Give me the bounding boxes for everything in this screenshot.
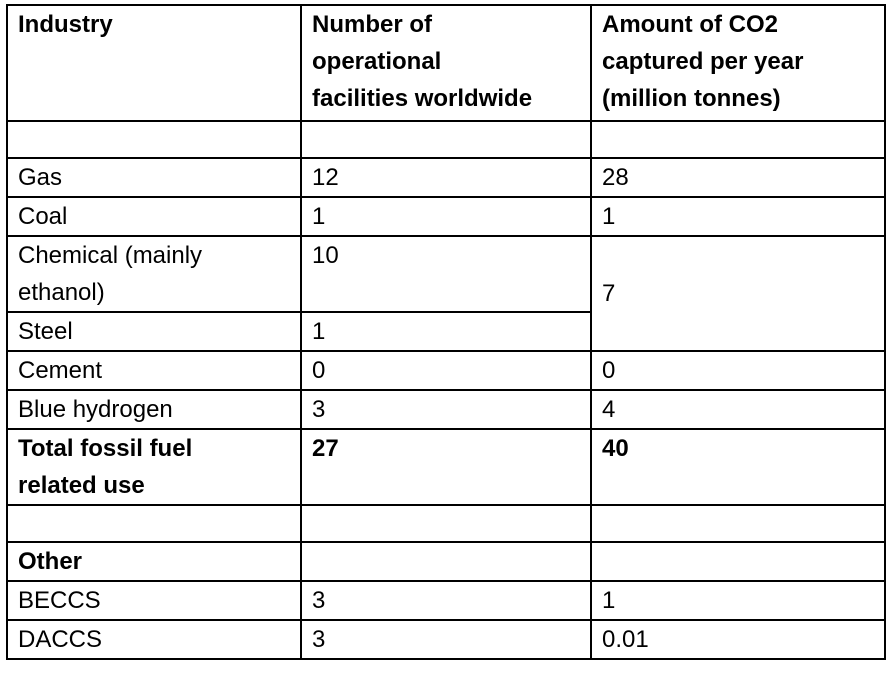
co2-cell: 1: [590, 580, 886, 621]
facilities-cell: 3: [300, 619, 592, 660]
facilities-cell: 12: [300, 157, 592, 198]
industry-line: ethanol): [18, 279, 105, 306]
empty-cell: [300, 504, 592, 543]
table-row-total: Total fossil fuel related use 27 40: [6, 428, 886, 506]
empty-cell: [6, 120, 302, 159]
total-co2-cell: 40: [590, 428, 886, 506]
table-header-row: Industry Number of operational facilitie…: [6, 4, 886, 122]
industry-cell: BECCS: [6, 580, 302, 621]
co2-cell: 1: [590, 196, 886, 237]
industry-cell: DACCS: [6, 619, 302, 660]
header-co2: Amount of CO2 captured per year (million…: [590, 4, 886, 122]
facilities-cell: 10: [300, 235, 592, 313]
header-facilities: Number of operational facilities worldwi…: [300, 4, 592, 122]
table-row-blue-hydrogen: Blue hydrogen 3 4: [6, 389, 886, 430]
header-facilities-line: operational: [312, 48, 442, 75]
table-row-other-heading: Other: [6, 541, 886, 582]
table-row-gas: Gas 12 28: [6, 157, 886, 198]
header-co2-line: captured per year: [602, 48, 804, 75]
table-row-empty: [6, 120, 886, 159]
co2-cell: 28: [590, 157, 886, 198]
total-label-line: Total fossil fuel: [18, 435, 193, 462]
facilities-cell: 0: [300, 350, 592, 391]
empty-cell: [590, 120, 886, 159]
industry-cell: Steel: [6, 311, 302, 352]
table-row-empty: [6, 504, 886, 543]
industry-cell: Gas: [6, 157, 302, 198]
industry-cell: Cement: [6, 350, 302, 391]
empty-cell: [300, 120, 592, 159]
table-row-cement: Cement 0 0: [6, 350, 886, 391]
industry-cell: Chemical (mainly ethanol): [6, 235, 302, 313]
industry-cell: Coal: [6, 196, 302, 237]
total-label-line: related use: [18, 472, 145, 499]
industry-line: Chemical (mainly: [18, 242, 203, 269]
facilities-cell: 1: [300, 196, 592, 237]
co2-capture-table: Industry Number of operational facilitie…: [6, 4, 886, 660]
co2-cell: 0: [590, 350, 886, 391]
header-facilities-line: facilities worldwide: [312, 85, 533, 112]
co2-cell: 0.01: [590, 619, 886, 660]
total-label-cell: Total fossil fuel related use: [6, 428, 302, 506]
table-row-chemical: Chemical (mainly ethanol) 10 7: [6, 235, 886, 352]
empty-cell: [590, 541, 886, 582]
facilities-cell: 3: [300, 389, 592, 430]
total-facilities-cell: 27: [300, 428, 592, 506]
table-row-beccs: BECCS 3 1: [6, 580, 886, 621]
header-facilities-line: Number of: [312, 11, 432, 38]
header-industry: Industry: [6, 4, 302, 122]
other-heading-cell: Other: [6, 541, 302, 582]
co2-cell-merged: 7: [590, 235, 886, 352]
co2-cell: 4: [590, 389, 886, 430]
table-row-steel: Steel 1: [6, 311, 885, 352]
empty-cell: [300, 541, 592, 582]
table-row-daccs: DACCS 3 0.01: [6, 619, 886, 660]
header-co2-line: (million tonnes): [602, 85, 781, 112]
facilities-cell: 1: [300, 311, 592, 352]
facilities-cell: 3: [300, 580, 592, 621]
empty-cell: [6, 504, 302, 543]
industry-cell: Blue hydrogen: [6, 389, 302, 430]
table-row-coal: Coal 1 1: [6, 196, 886, 237]
header-co2-line: Amount of CO2: [602, 11, 778, 38]
empty-cell: [590, 504, 886, 543]
